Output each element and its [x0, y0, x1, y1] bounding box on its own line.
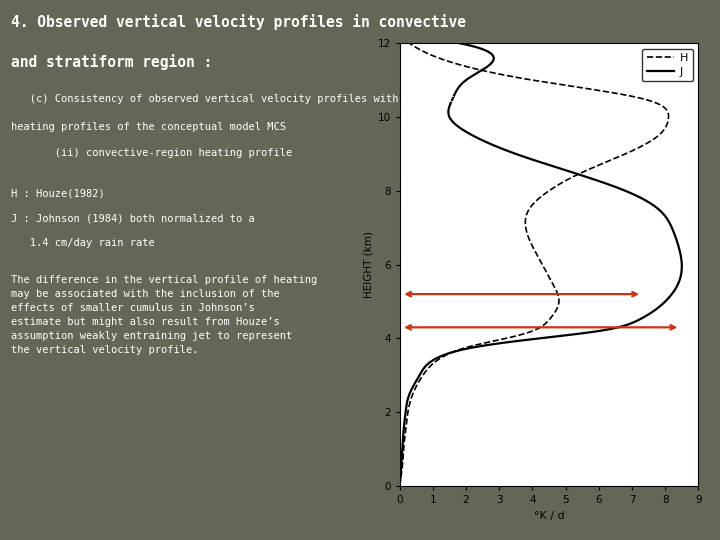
X-axis label: °K / d: °K / d	[534, 511, 564, 521]
J	[507, 339, 516, 345]
J	[542, 161, 551, 167]
H	[597, 161, 606, 167]
H	[552, 307, 560, 314]
Text: (ii) convective-region heating profile: (ii) convective-region heating profile	[11, 148, 292, 159]
J	[650, 307, 659, 314]
H	[591, 163, 600, 170]
H	[486, 339, 495, 345]
Text: (c) Consistency of observed vertical velocity profiles with large-scale: (c) Consistency of observed vertical vel…	[11, 94, 473, 105]
H	[401, 429, 410, 436]
Text: 4. Observed vertical velocity profiles in convective: 4. Observed vertical velocity profiles i…	[11, 14, 466, 30]
Text: The difference in the vertical profile of heating
may be associated with the inc: The difference in the vertical profile o…	[11, 275, 317, 355]
Text: 1.4 cm/day rain rate: 1.4 cm/day rain rate	[11, 238, 155, 248]
Text: heating profiles of the conceptual model MCS: heating profiles of the conceptual model…	[11, 122, 286, 132]
Text: J : Johnson (1984) both normalized to a: J : Johnson (1984) both normalized to a	[11, 213, 255, 224]
Line: J: J	[400, 43, 682, 486]
J	[549, 163, 558, 170]
H	[395, 483, 404, 489]
Text: H : Houze(1982): H : Houze(1982)	[11, 189, 104, 199]
J	[399, 429, 408, 436]
J	[455, 40, 464, 46]
H	[526, 204, 535, 211]
Y-axis label: HEIGHT (km): HEIGHT (km)	[363, 231, 373, 298]
Legend: H, J: H, J	[642, 49, 693, 81]
H	[405, 40, 414, 46]
J	[395, 483, 404, 489]
Line: H: H	[400, 43, 669, 486]
J	[652, 204, 661, 211]
Text: and stratiform region :: and stratiform region :	[11, 54, 212, 70]
